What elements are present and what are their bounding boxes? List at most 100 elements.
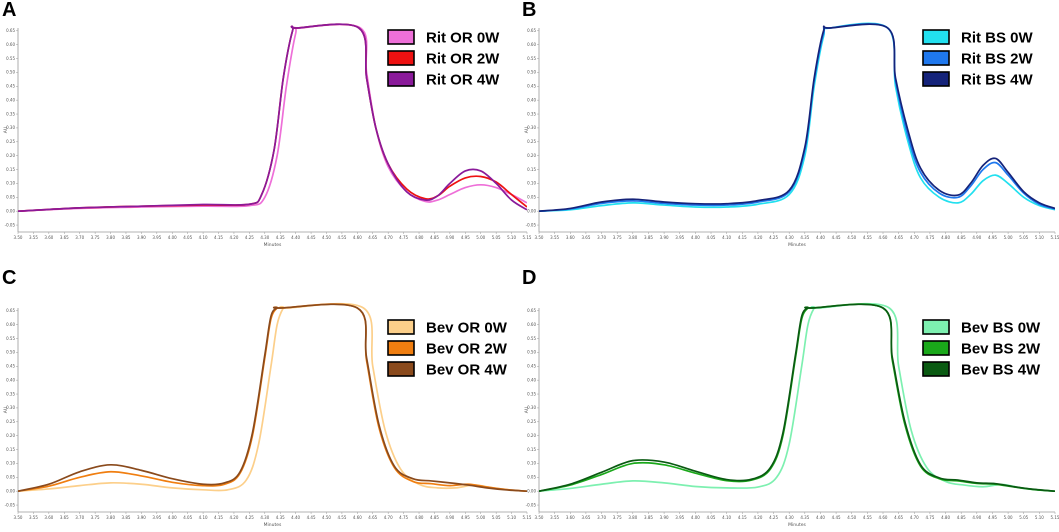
legend-label: Bev OR 4W bbox=[426, 362, 508, 379]
y-tick-label: 0.60 bbox=[527, 322, 536, 327]
legend-label: Rit OR 4W bbox=[426, 72, 500, 89]
x-tick-label: 4.45 bbox=[832, 235, 841, 240]
panel-label: C bbox=[2, 267, 16, 289]
y-tick-label: -0.05 bbox=[5, 502, 16, 507]
x-tick-label: 5.00 bbox=[476, 235, 485, 240]
x-tick-label: 4.75 bbox=[399, 515, 408, 520]
legend-swatch bbox=[387, 340, 415, 356]
x-tick-label: 4.80 bbox=[941, 515, 950, 520]
x-tick-label: 4.00 bbox=[691, 235, 700, 240]
x-tick-label: 4.35 bbox=[800, 235, 809, 240]
x-tick-label: 4.75 bbox=[399, 235, 408, 240]
x-tick-label: 3.70 bbox=[75, 235, 84, 240]
x-tick-label: 4.85 bbox=[957, 235, 966, 240]
x-tick-label: 4.40 bbox=[291, 235, 300, 240]
x-tick-label: 4.75 bbox=[925, 515, 934, 520]
y-tick-label: 0.40 bbox=[527, 377, 536, 382]
legend-swatch bbox=[922, 340, 950, 356]
legend-label: Bev OR 2W bbox=[426, 341, 508, 358]
x-tick-label: 5.00 bbox=[1004, 515, 1013, 520]
y-tick-label: 0.00 bbox=[527, 208, 536, 213]
y-tick-label: 0.35 bbox=[527, 391, 536, 396]
panel-label: A bbox=[2, 0, 16, 21]
y-tick-label: 0.40 bbox=[6, 377, 15, 382]
x-tick-label: 4.30 bbox=[785, 515, 794, 520]
x-tick-label: 3.55 bbox=[550, 235, 559, 240]
x-tick-label: 4.80 bbox=[415, 515, 424, 520]
legend-swatch bbox=[922, 319, 950, 335]
y-tick-label: 0.00 bbox=[527, 488, 536, 493]
x-tick-label: 4.65 bbox=[894, 235, 903, 240]
y-tick-label: 0.30 bbox=[6, 125, 15, 130]
y-tick-label: 0.40 bbox=[6, 97, 15, 102]
x-tick-label: 3.85 bbox=[644, 515, 653, 520]
legend-swatch bbox=[387, 29, 415, 45]
x-tick-label: 3.95 bbox=[152, 235, 161, 240]
y-tick-label: 0.00 bbox=[6, 208, 15, 213]
x-tick-label: 4.10 bbox=[722, 235, 731, 240]
x-tick-label: 3.90 bbox=[137, 235, 146, 240]
x-tick-label: 4.25 bbox=[769, 235, 778, 240]
x-tick-label: 3.55 bbox=[29, 515, 38, 520]
x-tick-label: 5.15 bbox=[523, 515, 532, 520]
legend-swatch bbox=[387, 71, 415, 87]
x-tick-label: 4.60 bbox=[879, 515, 888, 520]
x-tick-label: 3.50 bbox=[14, 235, 23, 240]
x-tick-label: 4.70 bbox=[384, 235, 393, 240]
y-tick-label: 0.35 bbox=[6, 111, 15, 116]
x-tick-label: 3.65 bbox=[581, 515, 590, 520]
y-tick-label: 0.30 bbox=[6, 405, 15, 410]
y-tick-label: 0.05 bbox=[527, 195, 536, 200]
legend: Rit BS 0W Rit BS 2W Rit BS 4W bbox=[922, 29, 1034, 89]
x-tick-label: 3.50 bbox=[535, 515, 544, 520]
y-tick-label: 0.20 bbox=[527, 433, 536, 438]
y-tick-label: 0.55 bbox=[6, 56, 15, 61]
y-tick-label: 0.25 bbox=[527, 139, 536, 144]
x-tick-label: 5.05 bbox=[492, 235, 501, 240]
y-tick-label: 0.55 bbox=[6, 336, 15, 341]
x-tick-label: 4.85 bbox=[430, 235, 439, 240]
x-tick-label: 3.60 bbox=[566, 515, 575, 520]
panel-label: D bbox=[522, 267, 536, 289]
x-tick-label: 5.00 bbox=[1004, 235, 1013, 240]
x-tick-label: 3.80 bbox=[106, 515, 115, 520]
y-tick-label: 0.15 bbox=[527, 447, 536, 452]
x-tick-label: 4.45 bbox=[307, 235, 316, 240]
series-line-bev-bs-4w bbox=[539, 303, 1055, 493]
x-tick-label: 4.70 bbox=[910, 235, 919, 240]
y-tick-label: 0.25 bbox=[6, 419, 15, 424]
legend-swatch bbox=[387, 50, 415, 66]
x-tick-label: 4.10 bbox=[722, 515, 731, 520]
x-tick-label: 5.15 bbox=[523, 235, 532, 240]
x-tick-label: 4.60 bbox=[353, 235, 362, 240]
x-tick-label: 3.75 bbox=[91, 235, 100, 240]
y-tick-label: 0.45 bbox=[6, 84, 15, 89]
x-tick-label: 5.10 bbox=[507, 235, 516, 240]
x-tick-label: 3.85 bbox=[122, 515, 131, 520]
x-tick-label: 4.25 bbox=[769, 515, 778, 520]
y-tick-label: 0.20 bbox=[6, 153, 15, 158]
y-tick-label: 0.40 bbox=[527, 97, 536, 102]
x-tick-label: 4.00 bbox=[168, 235, 177, 240]
x-axis-label: Minutes bbox=[788, 242, 806, 248]
legend-swatch bbox=[922, 361, 950, 377]
x-tick-label: 3.75 bbox=[613, 515, 622, 520]
x-tick-label: 5.05 bbox=[1019, 235, 1028, 240]
x-tick-label: 4.55 bbox=[337, 235, 346, 240]
x-tick-label: 3.55 bbox=[550, 515, 559, 520]
y-tick-label: 0.60 bbox=[6, 322, 15, 327]
x-tick-label: 3.90 bbox=[660, 515, 669, 520]
legend-label: Bev OR 0W bbox=[426, 320, 508, 337]
x-tick-label: 4.15 bbox=[214, 235, 223, 240]
x-tick-label: 4.85 bbox=[957, 515, 966, 520]
x-tick-label: 4.40 bbox=[816, 235, 825, 240]
x-tick-label: 3.95 bbox=[152, 515, 161, 520]
x-tick-label: 4.40 bbox=[291, 515, 300, 520]
y-tick-label: 0.45 bbox=[6, 364, 15, 369]
x-tick-label: 3.70 bbox=[597, 235, 606, 240]
x-tick-label: 4.90 bbox=[445, 515, 454, 520]
y-tick-label: 0.65 bbox=[6, 28, 15, 33]
x-tick-label: 4.95 bbox=[988, 515, 997, 520]
x-tick-label: 3.70 bbox=[597, 515, 606, 520]
